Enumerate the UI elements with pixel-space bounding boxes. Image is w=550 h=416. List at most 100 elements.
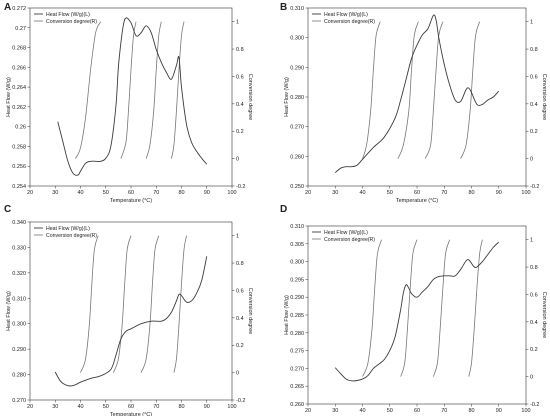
y-right-tick-label: 1	[236, 20, 239, 26]
series-conversion-degree-curve-4	[173, 235, 187, 373]
y-left-tick-label: 0.26	[15, 125, 26, 131]
series-conversion-degree-curve-4	[460, 21, 481, 159]
legend-label-heat-flow: Heat Flow (W/g)(L)	[324, 230, 368, 236]
x-tick-label: 80	[468, 190, 474, 196]
x-tick-label: 100	[521, 190, 530, 196]
series-conversion-degree-curve-3	[424, 21, 444, 159]
series-heat-flow-line	[334, 14, 500, 173]
panel-letter: A	[4, 2, 11, 13]
series-conversion-degree-curve-1	[362, 239, 382, 377]
panel-b: B 20 30 40 50 60 70 80 90 100 0.250 0.260 0.270 0.280…	[280, 2, 547, 204]
x-tick-label: 90	[496, 190, 502, 196]
y-right-tick-label: 1	[530, 20, 533, 26]
x-tick-label: 50	[103, 190, 109, 196]
y-right-tick-label: 1	[236, 234, 239, 240]
y-right-tick-label: 0.8	[530, 47, 538, 53]
x-tick-label: 30	[52, 404, 58, 410]
x-tick-label: 40	[77, 404, 83, 410]
series-heat-flow-line	[334, 241, 500, 382]
y-right-tick-label: 0.4	[236, 316, 244, 322]
y-left-tick-label: 0.285	[290, 313, 304, 319]
series-conversion-degree-curve-1	[362, 21, 381, 159]
series-heat-flow-line	[57, 17, 208, 176]
x-tick-label: 80	[178, 190, 184, 196]
y-left-tick-label: 0.290	[290, 65, 304, 71]
y-left-tick-label: 0.300	[290, 260, 304, 266]
y-left-tick-label: 0.250	[290, 184, 304, 190]
x-tick-label: 30	[332, 190, 338, 196]
x-tick-label: 20	[27, 404, 33, 410]
y-left-tick-label: 0.27	[15, 26, 26, 32]
x-tick-label: 40	[359, 190, 365, 196]
y-right-tick-label: -0.2	[530, 184, 539, 190]
legend-label-conversion: Conversion degree(R)	[324, 237, 375, 243]
x-tick-label: 90	[496, 408, 502, 414]
legend-label-conversion: Conversion degree(R)	[46, 233, 97, 239]
y-left-axis-title: Heat Flow (W/g)	[6, 291, 12, 331]
y-left-axis-title: Heat Flow (W/g)	[6, 77, 12, 117]
x-tick-label: 40	[77, 190, 83, 196]
y-right-tick-label: 0.6	[530, 292, 538, 298]
y-left-tick-label: 0.290	[12, 347, 26, 353]
x-tick-label: 70	[441, 408, 447, 414]
y-left-tick-label: 0.272	[12, 6, 26, 12]
legend-label-conversion: Conversion degree(R)	[46, 19, 97, 25]
y-left-tick-label: 0.320	[12, 271, 26, 277]
x-tick-label: 70	[153, 190, 159, 196]
x-tick-label: 60	[128, 404, 134, 410]
y-right-tick-label: 0.8	[236, 261, 244, 267]
legend-label-heat-flow: Heat Flow (W/g)(L)	[46, 226, 90, 232]
x-tick-label: 80	[468, 408, 474, 414]
y-left-tick-label: 0.254	[12, 184, 26, 190]
x-tick-label: 30	[332, 408, 338, 414]
legend-label-heat-flow: Heat Flow (W/g)(L)	[324, 12, 368, 18]
legend-label-conversion: Conversion degree(R)	[324, 19, 375, 25]
y-left-tick-label: 0.268	[12, 46, 26, 52]
y-right-tick-label: 0.6	[236, 288, 244, 294]
y-left-tick-label: 0.330	[12, 245, 26, 251]
y-left-tick-label: 0.310	[12, 296, 26, 302]
y-left-tick-label: 0.266	[12, 65, 26, 71]
x-tick-label: 20	[305, 190, 311, 196]
y-left-tick-label: 0.280	[12, 373, 26, 379]
y-right-tick-label: 0	[530, 157, 533, 163]
y-left-tick-label: 0.290	[290, 295, 304, 301]
x-tick-label: 100	[227, 404, 236, 410]
series-conversion-degree-curve-3	[145, 21, 162, 159]
y-left-tick-label: 0.280	[290, 331, 304, 337]
x-tick-label: 40	[359, 408, 365, 414]
y-left-tick-label: 0.295	[290, 277, 304, 283]
y-left-tick-label: 0.265	[290, 384, 304, 390]
y-left-tick-label: 0.300	[12, 322, 26, 328]
y-left-tick-label: 0.280	[290, 95, 304, 101]
x-axis-title: Temperature (°C)	[110, 412, 152, 416]
series-conversion-degree-curve-2	[400, 239, 418, 377]
y-left-tick-label: 0.270	[12, 398, 26, 404]
series-conversion-degree-curve-3	[140, 235, 160, 373]
y-right-tick-label: 0.8	[530, 265, 538, 271]
y-right-tick-label: 0.4	[530, 102, 538, 108]
x-tick-label: 80	[178, 404, 184, 410]
y-left-tick-label: 0.310	[290, 224, 304, 230]
x-tick-label: 20	[27, 190, 33, 196]
series-heat-flow-line	[54, 256, 208, 387]
y-right-tick-label: 0.6	[530, 74, 538, 80]
y-right-axis-title: Conversion degree	[247, 74, 253, 120]
y-right-tick-label: 0.8	[236, 47, 244, 53]
y-left-tick-label: 0.305	[290, 242, 304, 248]
y-left-tick-label: 0.310	[290, 6, 304, 12]
y-right-tick-label: 0	[530, 375, 533, 381]
y-left-tick-label: 0.270	[290, 125, 304, 131]
y-right-tick-label: 1	[530, 238, 533, 244]
x-tick-label: 70	[441, 190, 447, 196]
x-tick-label: 60	[414, 408, 420, 414]
y-right-tick-label: 0	[236, 371, 239, 377]
series-conversion-degree-curve-1	[80, 235, 99, 373]
y-right-tick-label: 0.4	[530, 320, 538, 326]
y-left-tick-label: 0.264	[12, 85, 26, 91]
y-left-tick-label: 0.300	[290, 36, 304, 42]
series-conversion-degree-curve-2	[112, 235, 132, 373]
y-right-axis-title: Conversion degree	[541, 292, 547, 338]
x-tick-label: 70	[153, 404, 159, 410]
